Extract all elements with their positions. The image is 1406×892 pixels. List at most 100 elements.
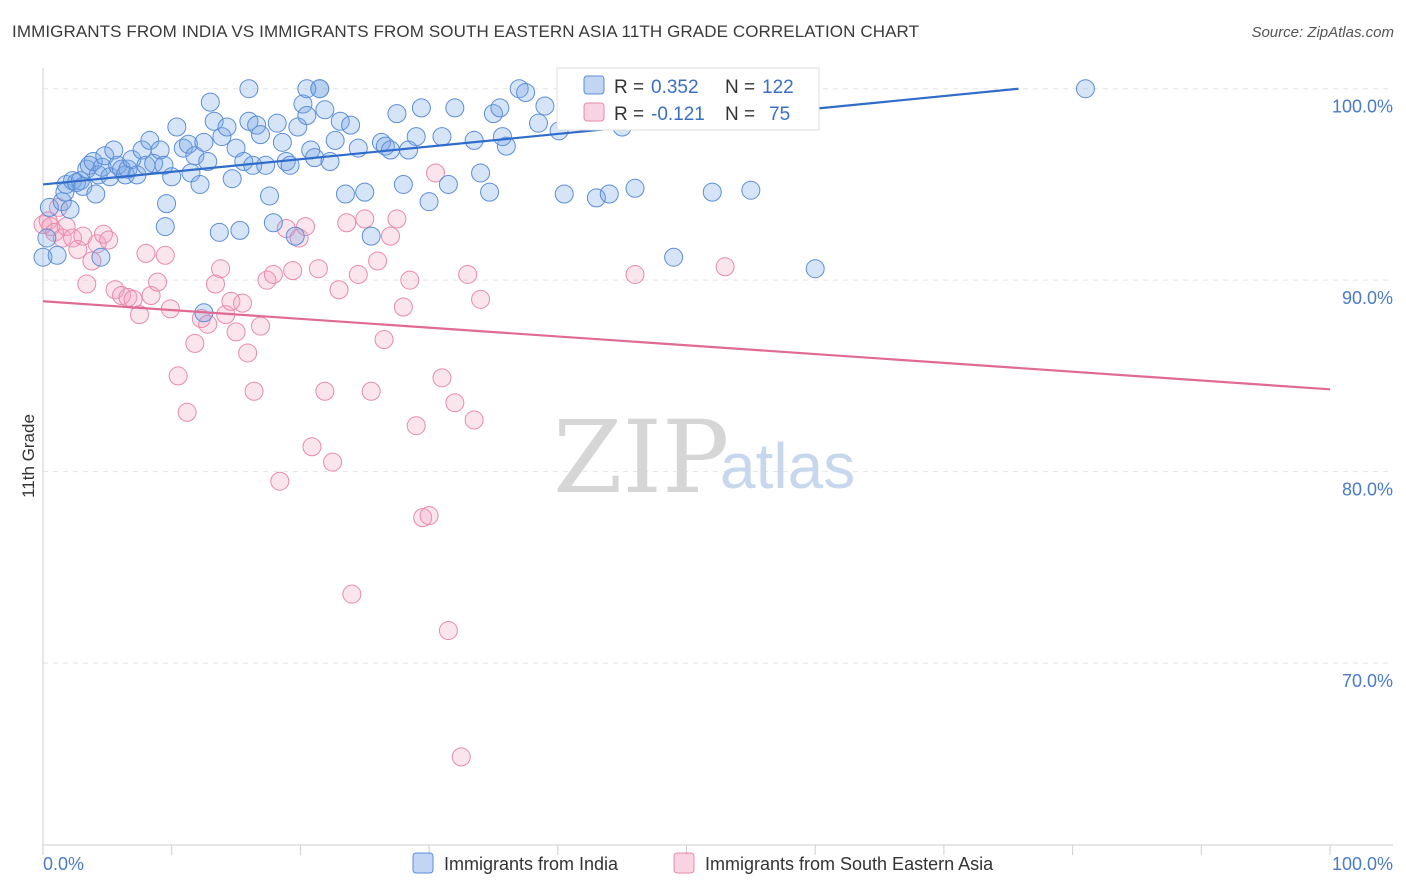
india-point-51 [230, 220, 250, 240]
india-point-74 [330, 111, 350, 131]
stats-box-frame [556, 67, 820, 131]
sea-point-38 [251, 316, 271, 336]
india-point-37 [173, 138, 193, 158]
y-tick-label-2: 80.0% [1342, 480, 1393, 500]
sea-point-5 [52, 228, 72, 248]
india-point-3 [47, 245, 67, 265]
india-point-76 [341, 115, 361, 135]
sea-point-74 [625, 264, 645, 284]
india-point-15 [86, 184, 106, 204]
india-point-113 [625, 178, 645, 198]
india-point-0 [33, 247, 53, 267]
stats-swatch-india [583, 75, 605, 95]
sea-point-55 [361, 381, 381, 401]
sea-point-66 [432, 368, 452, 388]
india-point-67 [297, 106, 317, 126]
india-point-92 [432, 127, 452, 147]
sea-point-43 [283, 261, 303, 281]
india-point-59 [263, 213, 283, 233]
legend-label-india: Immigrants from India [444, 854, 619, 874]
india-point-57 [256, 155, 276, 175]
india-point-93 [445, 98, 465, 118]
x-tick-label-min: 0.0% [43, 854, 84, 874]
watermark-zip: ZIP [553, 399, 729, 516]
y-tick-label-1: 90.0% [1342, 288, 1393, 308]
india-point-96 [480, 182, 500, 202]
india-point-18 [95, 146, 115, 166]
india-point-40 [185, 146, 205, 166]
sea-point-63 [413, 508, 433, 528]
india-point-1 [37, 228, 57, 248]
india-point-43 [198, 151, 218, 171]
sea-point-65 [426, 163, 446, 183]
sea-point-26 [177, 402, 197, 422]
sea-point-20 [136, 243, 156, 263]
sea-point-57 [374, 330, 394, 350]
india-point-117 [664, 247, 684, 267]
stats-r-label-sea: R = [614, 104, 644, 125]
sea-point-45 [296, 217, 316, 237]
stats-r-value-india: 0.352 [651, 77, 699, 98]
legend-label-sea: Immigrants from South Eastern Asia [705, 854, 994, 874]
sea-point-40 [263, 264, 283, 284]
sea-point-23 [155, 245, 175, 265]
sea-point-31 [211, 259, 231, 279]
india-point-20 [104, 140, 124, 160]
india-point-87 [393, 174, 413, 194]
sea-point-41 [270, 471, 290, 491]
watermark-atlas: atlas [720, 430, 855, 502]
india-point-34 [155, 217, 175, 237]
trend-line-india [42, 87, 1019, 186]
sea-point-22 [148, 272, 168, 292]
india-point-100 [516, 83, 536, 103]
sea-point-30 [205, 274, 225, 294]
stats-r-value-sea: -0.121 [651, 104, 705, 125]
sea-point-60 [393, 297, 413, 317]
sea-point-3 [45, 222, 65, 242]
sea-point-25 [168, 366, 188, 386]
sea-point-56 [368, 251, 388, 271]
sea-point-53 [348, 264, 368, 284]
india-point-21 [108, 155, 128, 175]
sea-point-2 [41, 217, 61, 237]
india-point-118 [1075, 79, 1095, 99]
india-point-60 [267, 113, 287, 133]
india-point-49 [222, 169, 242, 189]
axes [42, 68, 1393, 855]
india-point-55 [247, 115, 267, 135]
x-tick-label-max: 100.0% [1332, 854, 1393, 874]
sea-point-62 [406, 416, 426, 436]
india-point-36 [167, 117, 187, 137]
india-point-61 [272, 132, 292, 152]
india-point-58 [260, 186, 280, 206]
india-point-114 [741, 180, 761, 200]
india-point-77 [239, 79, 259, 99]
india-point-91 [419, 192, 439, 212]
india-point-89 [406, 127, 426, 147]
sea-point-29 [198, 314, 218, 334]
india-point-45 [204, 111, 224, 131]
sea-point-36 [238, 343, 258, 363]
stats-box: R = 0.352 N = 122 R = -0.121 N = 75 [556, 67, 820, 131]
gridlines [43, 88, 1393, 664]
stats-swatch-sea [583, 102, 605, 122]
legend-swatch-india [412, 852, 434, 874]
sea-point-27 [185, 333, 205, 353]
series-sea-points [33, 163, 735, 767]
sea-point-71 [464, 410, 484, 430]
y-tick-label-3: 70.0% [1342, 671, 1393, 691]
india-point-41 [190, 174, 210, 194]
legend: Immigrants from India Immigrants from So… [412, 852, 994, 874]
india-point-29 [140, 130, 160, 150]
india-point-48 [217, 117, 237, 137]
sea-point-61 [400, 270, 420, 290]
india-point-116 [702, 182, 722, 202]
india-point-32 [154, 155, 174, 175]
source-note: Source: ZipAtlas.com [1251, 24, 1394, 41]
stats-n-value-sea: 75 [769, 104, 790, 125]
india-point-95 [471, 163, 491, 183]
india-point-104 [554, 184, 574, 204]
india-point-107 [586, 188, 606, 208]
india-point-24 [118, 159, 138, 179]
